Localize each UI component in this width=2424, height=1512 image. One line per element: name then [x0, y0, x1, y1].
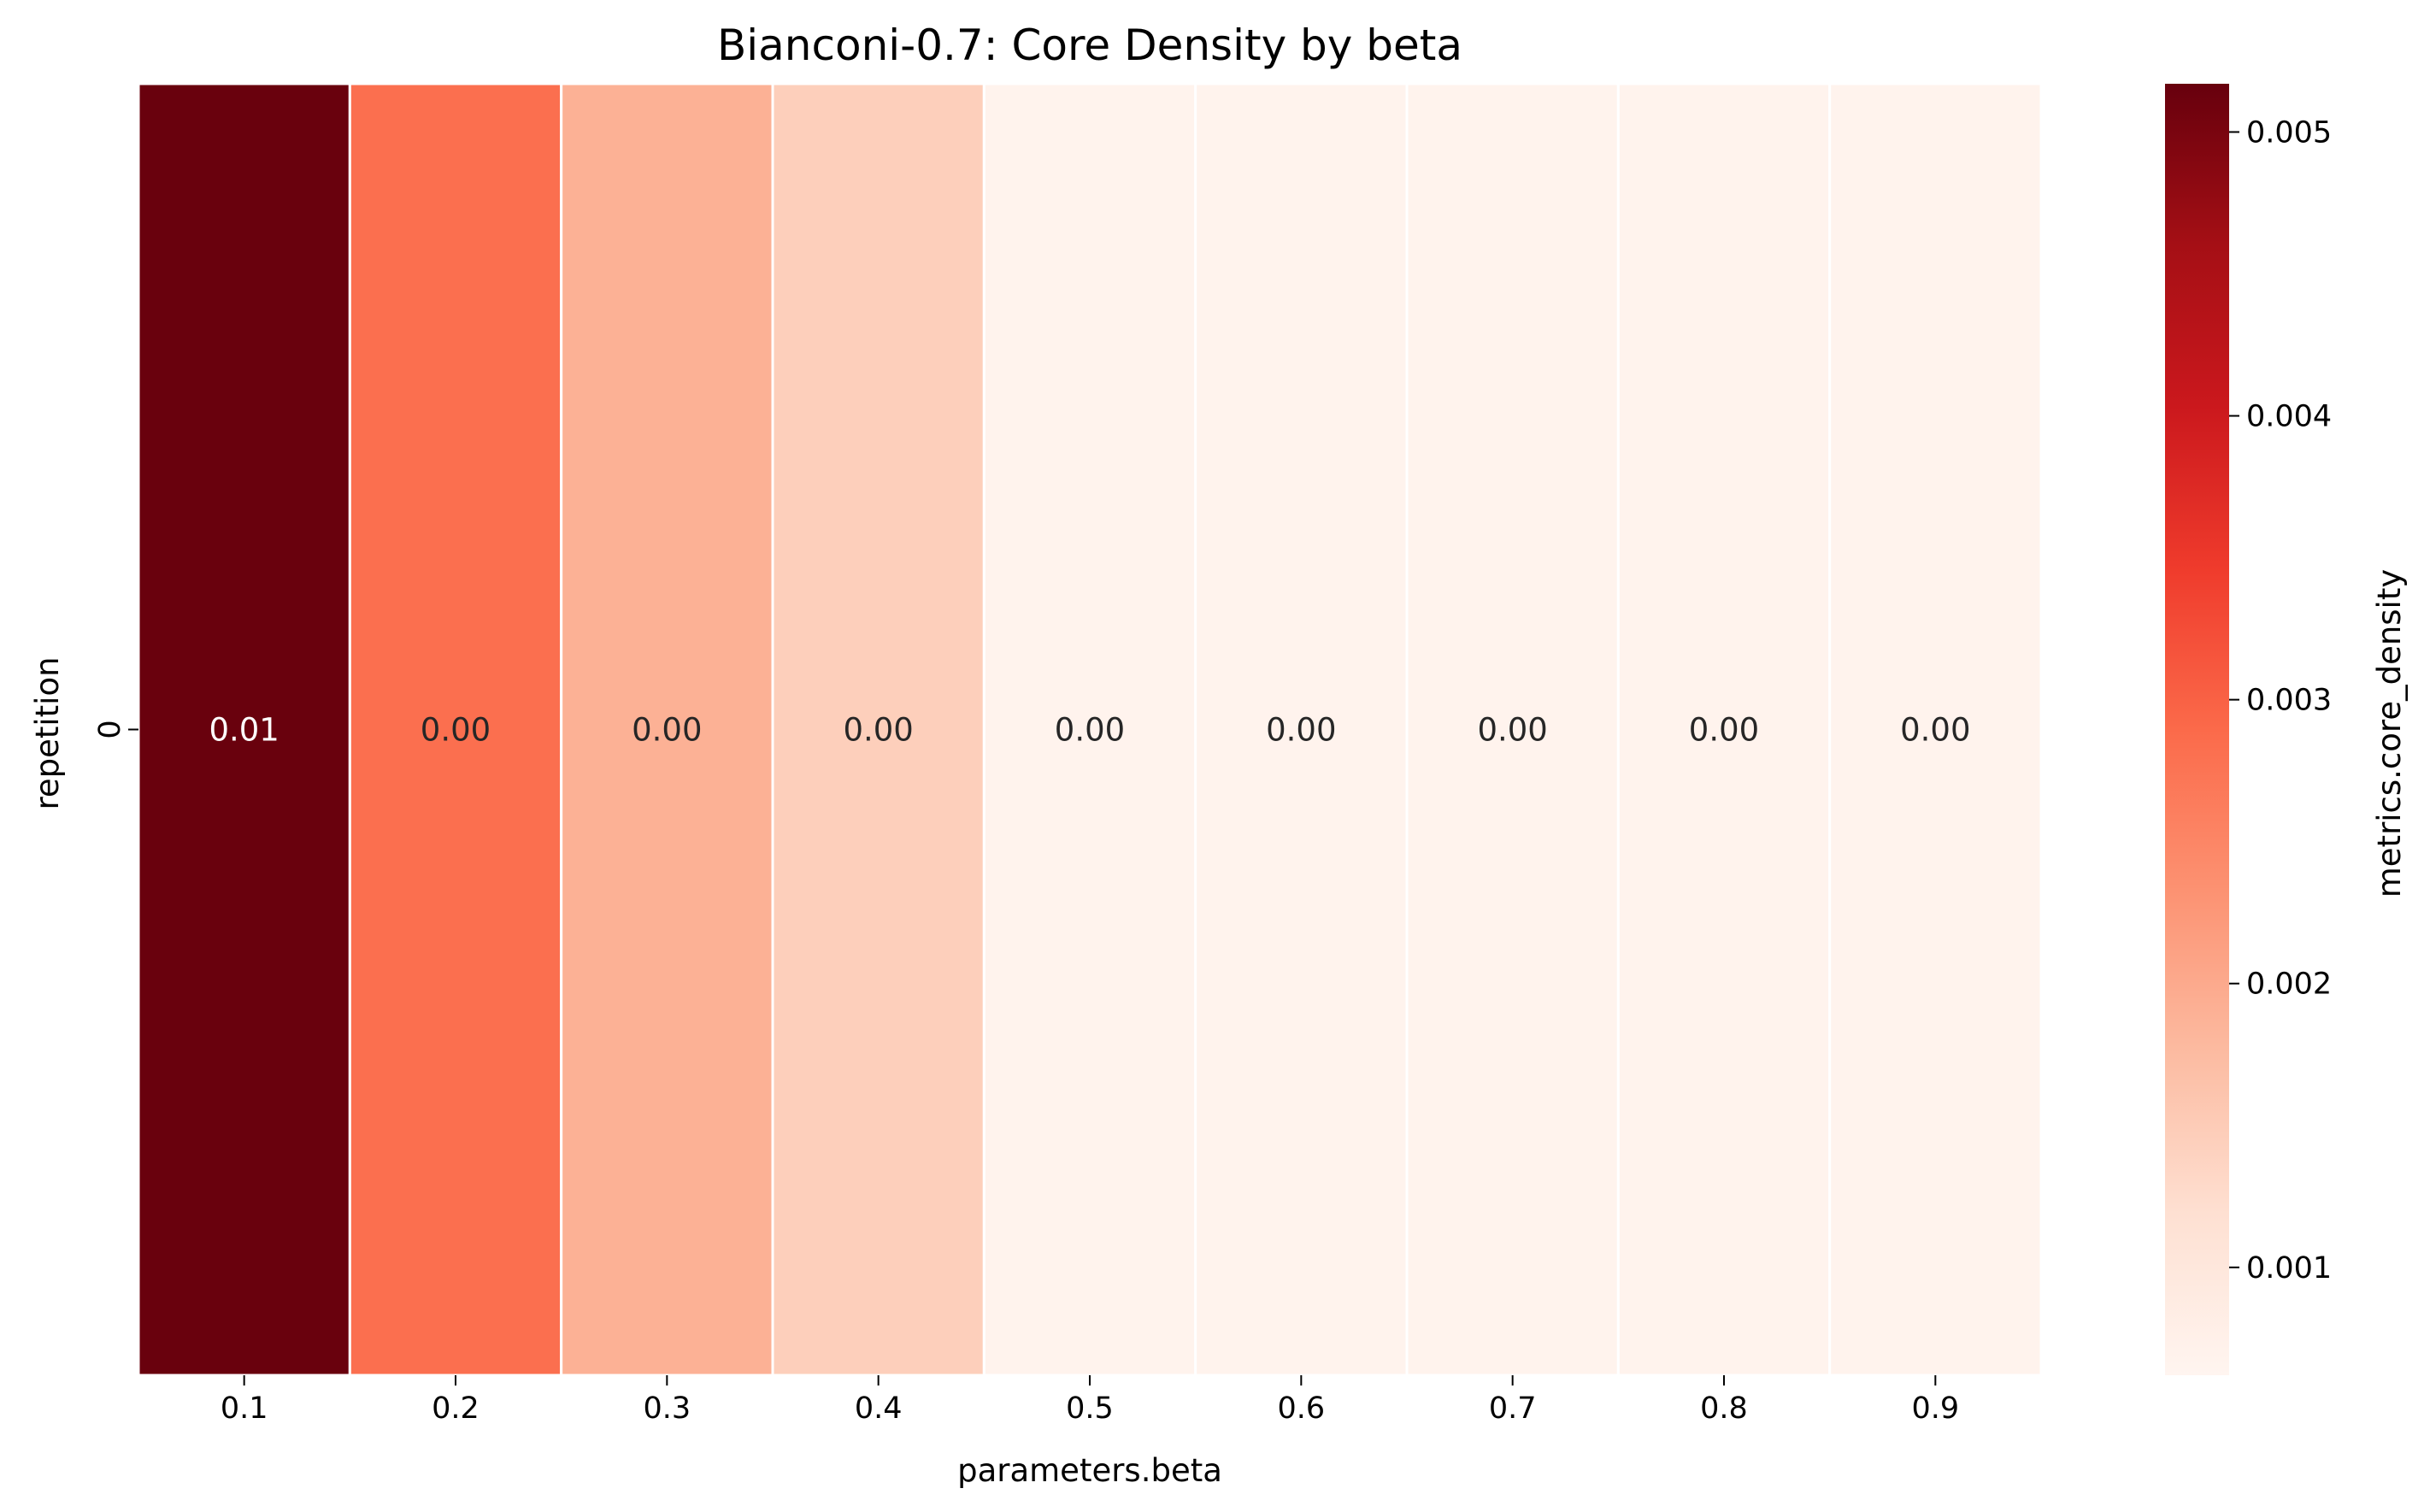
colorbar-tick-label: 0.005: [2246, 115, 2332, 150]
colorbar-tick-label: 0.003: [2246, 684, 2332, 718]
x-tick-label: 0.7: [1489, 1391, 1537, 1426]
x-tick-label: 0.4: [855, 1391, 903, 1426]
cell-annotation: 0.00: [1689, 712, 1759, 749]
colorbar-tick-label: 0.002: [2246, 968, 2332, 1002]
cell-annotation: 0.00: [421, 712, 491, 749]
x-tick-label: 0.9: [1911, 1391, 1959, 1426]
heatmap-cell: [771, 82, 985, 1377]
heatmap-cells: [137, 82, 2043, 1377]
heatmap-cell: [137, 82, 351, 1377]
x-tick-label: 0.3: [643, 1391, 691, 1426]
y-axis: 0: [93, 720, 138, 739]
cell-annotations: 0.01 0.00 0.00 0.00 0.00 0.00 0.00 0.00 0.00: [209, 712, 1970, 749]
heatmap-cell: [1194, 82, 1409, 1377]
cell-annotation: 0.00: [632, 712, 702, 749]
cell-annotation: 0.00: [1900, 712, 1970, 749]
cell-annotation: 0.00: [1055, 712, 1125, 749]
cell-annotation: 0.01: [209, 712, 279, 749]
colorbar-label: metrics.core_density: [2371, 569, 2408, 898]
colorbar-tick-label: 0.001: [2246, 1251, 2332, 1285]
y-axis-label: repetition: [29, 656, 66, 809]
x-tick-label: 0.6: [1277, 1391, 1325, 1426]
cell-annotation: 0.00: [1266, 712, 1336, 749]
heatmap-cell: [982, 82, 1197, 1377]
x-axis: 0.1 0.2 0.3 0.4 0.5 0.6 0.7 0.8 0.9: [221, 1375, 1959, 1426]
colorbar-gradient: [2165, 84, 2229, 1375]
heatmap-cell: [560, 82, 774, 1377]
x-tick-label: 0.8: [1700, 1391, 1748, 1426]
colorbar: [2165, 84, 2229, 1375]
colorbar-ticks: 0.001 0.002 0.003 0.004 0.005: [2229, 115, 2332, 1285]
cell-annotation: 0.00: [843, 712, 913, 749]
x-tick-label: 0.1: [221, 1391, 268, 1426]
x-tick-label: 0.5: [1066, 1391, 1114, 1426]
chart-title: Bianconi-0.7: Core Density by beta: [717, 21, 1462, 70]
heatmap-cell: [348, 82, 563, 1377]
heatmap-cell: [1616, 82, 1832, 1377]
colorbar-tick-label: 0.004: [2246, 400, 2332, 434]
y-tick-label: 0: [93, 720, 127, 738]
cell-annotation: 0.00: [1477, 712, 1547, 749]
x-tick-label: 0.2: [432, 1391, 480, 1426]
x-axis-label: parameters.beta: [957, 1452, 1222, 1489]
